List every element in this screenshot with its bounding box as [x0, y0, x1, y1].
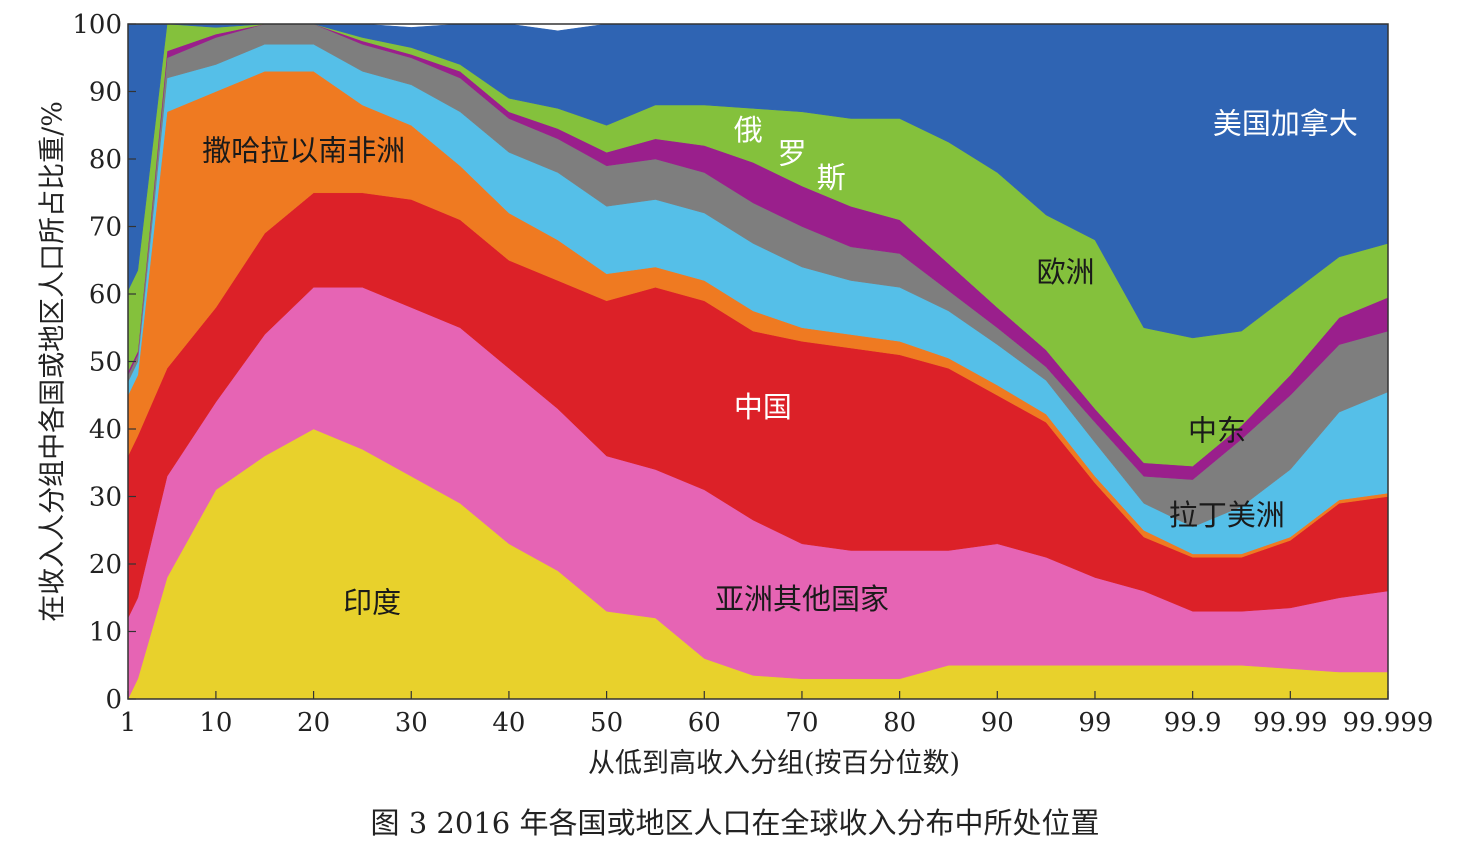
- y-tick-label: 80: [89, 145, 122, 175]
- region-label: 中东: [1188, 413, 1246, 447]
- x-tick-label: 60: [688, 708, 721, 738]
- x-tick-label: 99.99: [1253, 708, 1327, 738]
- x-tick-label: 50: [590, 708, 623, 738]
- x-tick-label: 99.999: [1343, 708, 1434, 738]
- x-tick-label: 10: [199, 708, 232, 738]
- x-tick-label: 80: [883, 708, 916, 738]
- region-label: 拉丁美洲: [1169, 498, 1285, 532]
- x-tick-label: 99.9: [1164, 708, 1222, 738]
- area-layers: [127, 23, 1389, 700]
- x-axis: 1 10 20 30 40 50 60 70 80 90 99 99.9 99.99 99.999: [120, 691, 1434, 738]
- region-label: 美国加拿大: [1213, 106, 1358, 140]
- y-tick-label: 10: [89, 618, 122, 648]
- y-tick-label: 20: [89, 550, 122, 580]
- y-tick-label: 60: [89, 280, 122, 310]
- region-label: 中国: [734, 390, 792, 424]
- region-label: 斯: [817, 160, 846, 194]
- x-tick-label: 1: [120, 708, 137, 738]
- y-tick-label: 0: [105, 685, 122, 715]
- region-label: 欧洲: [1037, 255, 1095, 289]
- y-tick-label: 30: [89, 483, 122, 513]
- y-axis: 0 10 20 30 40 50 60 70 80 90 100: [72, 10, 136, 715]
- region-label: 印度: [343, 586, 401, 620]
- region-label: 罗: [778, 137, 807, 171]
- x-tick-label: 99: [1078, 708, 1111, 738]
- y-tick-label: 90: [89, 78, 122, 108]
- region-label: 撒哈拉以南非洲: [202, 133, 405, 167]
- x-tick-label: 40: [492, 708, 525, 738]
- y-tick-label: 100: [72, 10, 122, 40]
- y-axis-title: 在收入人分组中各国或地区人口所占比重/%: [38, 101, 69, 622]
- region-label: 亚洲其他国家: [715, 582, 889, 616]
- y-tick-label: 70: [89, 213, 122, 243]
- x-tick-label: 90: [981, 708, 1014, 738]
- figure-caption: 图 3 2016 年各国或地区人口在全球收入分布中所处位置: [370, 806, 1100, 840]
- region-label: 俄: [734, 113, 763, 147]
- x-tick-label: 30: [395, 708, 428, 738]
- y-tick-label: 50: [89, 348, 122, 378]
- y-tick-label: 40: [89, 415, 122, 445]
- x-tick-label: 70: [785, 708, 818, 738]
- x-tick-label: 20: [297, 708, 330, 738]
- x-axis-title: 从低到高收入分组(按百分位数): [588, 748, 960, 779]
